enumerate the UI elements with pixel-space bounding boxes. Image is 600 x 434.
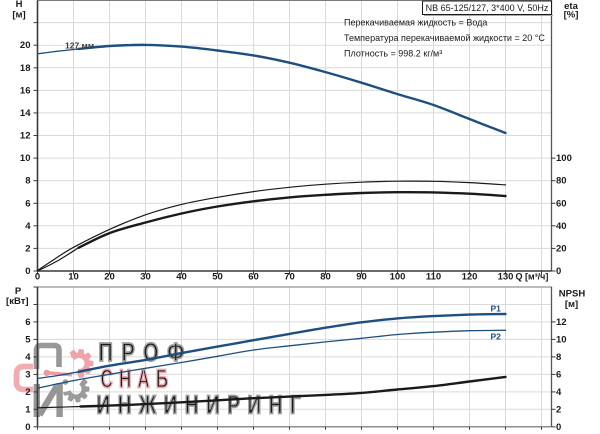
svg-text:2: 2	[25, 387, 30, 398]
svg-text:40: 40	[556, 221, 567, 232]
svg-text:eta: eta	[564, 1, 578, 12]
svg-text:[м]: [м]	[565, 299, 578, 310]
svg-text:20: 20	[20, 40, 31, 51]
svg-text:P: P	[15, 286, 22, 297]
svg-text:90: 90	[356, 272, 367, 283]
svg-text:130: 130	[498, 272, 514, 283]
svg-text:NB 65-125/127, 3*400 V, 50Hz: NB 65-125/127, 3*400 V, 50Hz	[426, 3, 549, 13]
svg-text:H: H	[16, 0, 23, 10]
svg-text:127 мм: 127 мм	[65, 41, 94, 51]
svg-text:P1: P1	[491, 304, 502, 314]
svg-text:6: 6	[556, 369, 561, 380]
svg-text:5: 5	[25, 334, 31, 345]
svg-text:60: 60	[556, 198, 567, 209]
svg-text:0: 0	[35, 272, 40, 283]
svg-text:80: 80	[320, 272, 331, 283]
svg-text:2: 2	[25, 243, 30, 254]
svg-text:12: 12	[20, 131, 31, 142]
svg-text:30: 30	[140, 272, 151, 283]
svg-text:100: 100	[556, 153, 572, 164]
svg-text:10: 10	[68, 272, 79, 283]
svg-text:100: 100	[390, 272, 406, 283]
svg-text:80: 80	[556, 176, 567, 187]
svg-text:[м]: [м]	[12, 10, 25, 21]
svg-text:Плотность = 998.2 кг/м³: Плотность = 998.2 кг/м³	[344, 49, 442, 59]
svg-text:6: 6	[25, 317, 30, 328]
svg-text:10: 10	[556, 334, 567, 345]
svg-text:NPSH: NPSH	[559, 289, 586, 300]
svg-text:16: 16	[20, 85, 31, 96]
svg-text:8: 8	[25, 176, 30, 187]
svg-text:0: 0	[556, 266, 561, 277]
svg-text:18: 18	[20, 63, 31, 74]
svg-text:50: 50	[212, 272, 223, 283]
svg-text:Температура перекачиваемой жид: Температура перекачиваемой жидкости = 20…	[344, 33, 545, 43]
svg-text:0: 0	[25, 266, 30, 277]
svg-text:60: 60	[248, 272, 259, 283]
svg-text:20: 20	[104, 272, 115, 283]
svg-text:120: 120	[462, 272, 478, 283]
svg-text:4: 4	[556, 387, 562, 398]
svg-text:P2: P2	[491, 332, 502, 342]
svg-text:4: 4	[25, 352, 31, 363]
svg-text:110: 110	[426, 272, 441, 283]
svg-text:СНАБ: СНАБ	[101, 364, 175, 393]
svg-text:40: 40	[176, 272, 187, 283]
svg-text:3: 3	[25, 369, 30, 380]
svg-text:[%]: [%]	[564, 9, 579, 20]
svg-text:70: 70	[284, 272, 295, 283]
svg-text:6: 6	[25, 198, 30, 209]
svg-text:14: 14	[20, 108, 31, 119]
svg-text:1: 1	[25, 404, 31, 415]
svg-text:10: 10	[20, 153, 31, 164]
svg-text:0: 0	[25, 422, 30, 433]
svg-text:4: 4	[25, 221, 31, 232]
svg-text:2: 2	[556, 404, 561, 415]
svg-text:ПРОФ: ПРОФ	[99, 337, 193, 366]
svg-text:[кВт]: [кВт]	[6, 296, 28, 307]
svg-text:20: 20	[556, 243, 567, 254]
svg-text:0: 0	[556, 422, 561, 433]
svg-text:8: 8	[556, 352, 561, 363]
svg-text:12: 12	[556, 317, 567, 328]
svg-text:Перекачиваемая жидкость = Вода: Перекачиваемая жидкость = Вода	[344, 18, 487, 28]
svg-text:Q [м³/ч]: Q [м³/ч]	[516, 272, 549, 282]
